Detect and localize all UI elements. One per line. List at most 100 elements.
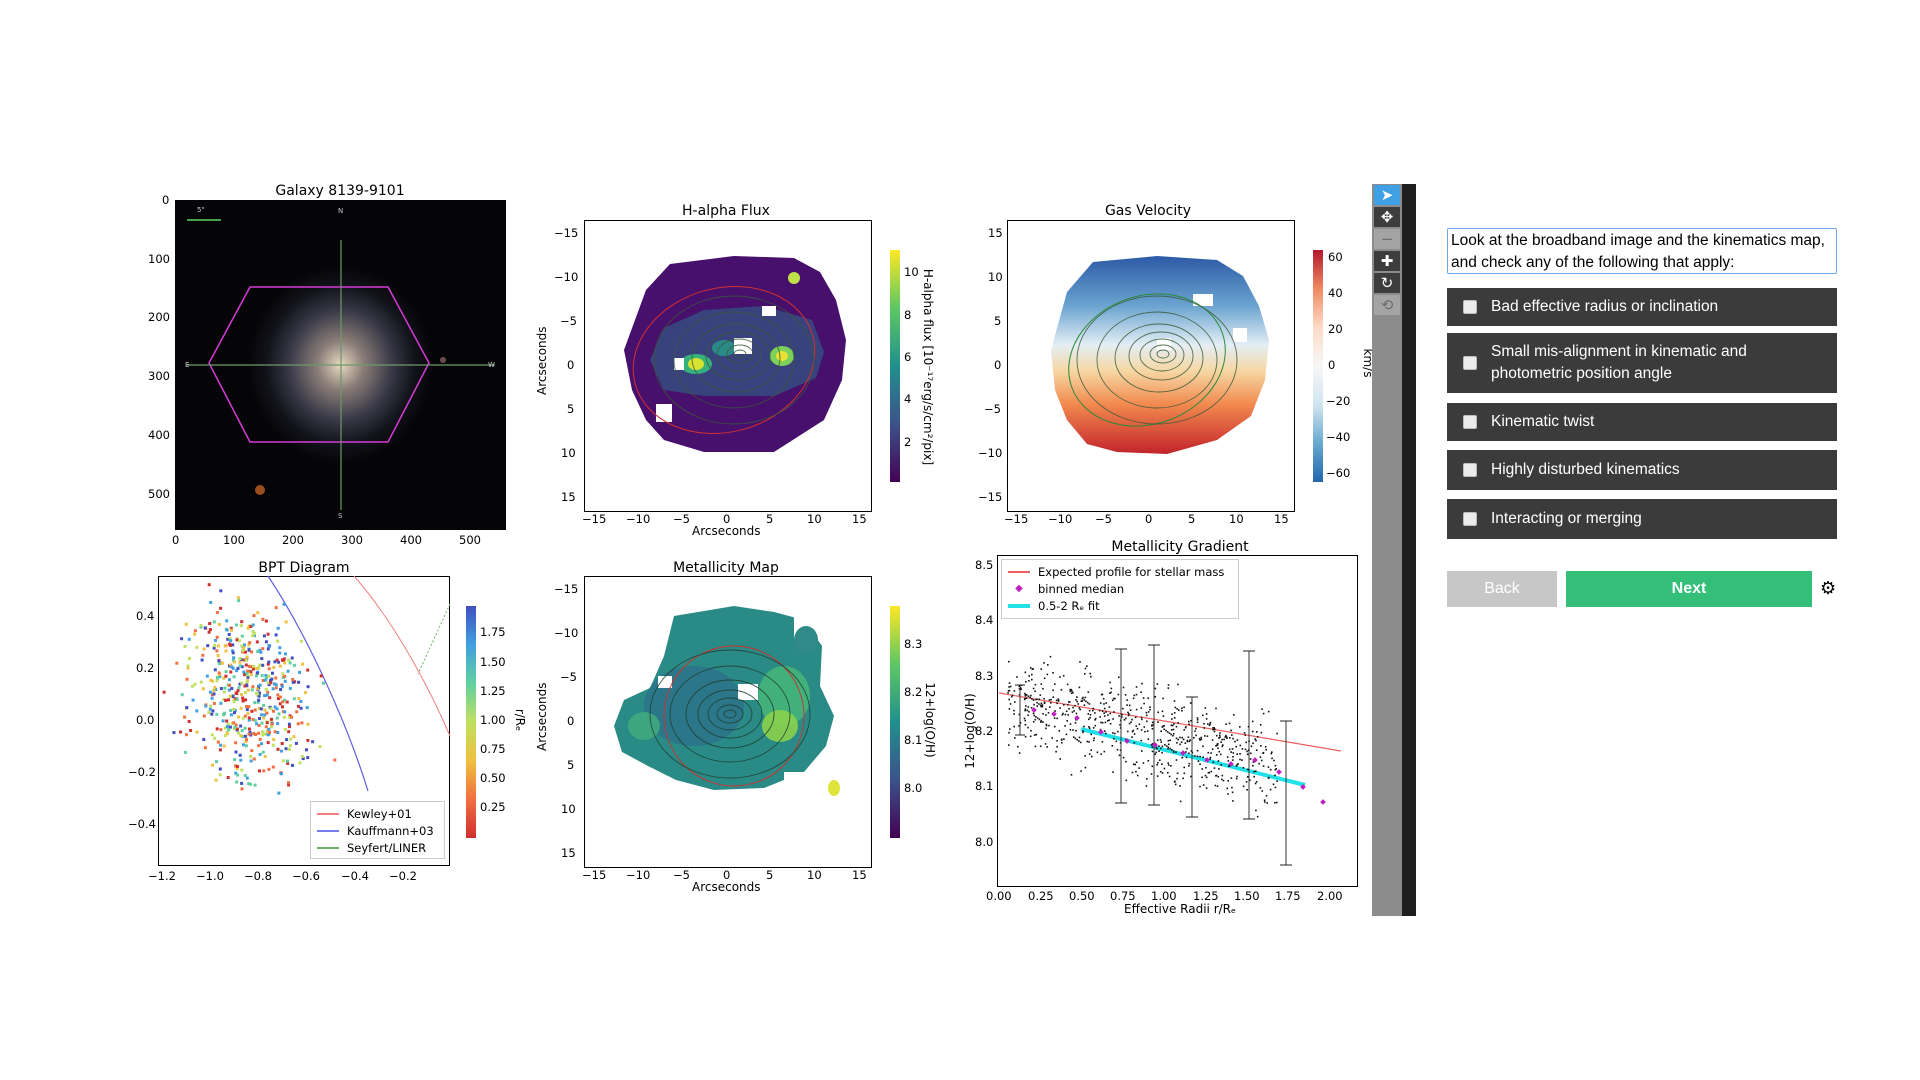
bpt-point — [258, 717, 261, 720]
gradient-point — [1089, 713, 1092, 716]
galaxy-ytick: 0 — [162, 193, 170, 207]
bpt-point — [278, 695, 282, 699]
rotate-icon[interactable]: ↻ — [1374, 273, 1400, 293]
gradient-point — [1093, 737, 1095, 739]
bpt-point — [216, 644, 220, 648]
gradient-point — [1080, 770, 1082, 772]
bpt-point — [252, 757, 256, 761]
gradient-point — [1107, 720, 1109, 722]
gradient-point — [1159, 759, 1161, 761]
bpt-point — [208, 707, 212, 711]
pointer-tool-icon[interactable]: ➤ — [1374, 185, 1400, 205]
bpt-point — [301, 757, 305, 761]
checkbox[interactable] — [1463, 463, 1477, 477]
bpt-point — [266, 690, 270, 694]
bpt-point — [229, 663, 233, 667]
checkbox[interactable] — [1463, 512, 1477, 526]
gradient-point — [1186, 740, 1189, 743]
gear-icon[interactable]: ⚙ — [1820, 578, 1837, 599]
metallicity-xtick: 5 — [766, 868, 774, 882]
bpt-point — [277, 660, 281, 664]
gradient-point — [1216, 734, 1218, 737]
next-button[interactable]: Next — [1566, 571, 1812, 607]
option-kinematic-twist[interactable]: Kinematic twist — [1447, 403, 1837, 441]
bpt-point — [221, 719, 225, 723]
zoom-in-icon[interactable]: ✚ — [1374, 251, 1400, 271]
gradient-point — [1078, 707, 1081, 709]
gradient-point — [1061, 714, 1064, 716]
gradient-point — [1068, 701, 1071, 703]
gradient-point — [1265, 795, 1268, 797]
gradient-point — [1096, 751, 1099, 754]
bpt-point — [261, 750, 265, 754]
option-bad-effective-radius[interactable]: Bad effective radius or inclination — [1447, 288, 1837, 326]
gradient-point — [1225, 736, 1228, 738]
bpt-point — [203, 746, 207, 750]
bpt-point — [235, 697, 239, 701]
gradient-point — [1182, 777, 1184, 780]
bpt-point — [210, 696, 214, 700]
gradient-point — [1230, 777, 1233, 779]
bpt-point — [179, 730, 182, 734]
gradient-point — [1205, 766, 1207, 769]
reset-icon[interactable]: ⟲ — [1374, 295, 1400, 315]
gradient-point — [1065, 733, 1068, 736]
bpt-point — [288, 725, 291, 729]
gradient-point — [1068, 701, 1070, 703]
gradient-point — [1246, 768, 1249, 771]
bpt-point — [248, 641, 252, 645]
gradient-point — [1171, 724, 1174, 727]
bpt-point — [260, 742, 264, 746]
bpt-point — [253, 708, 257, 712]
galaxy-xtick: 0 — [172, 533, 180, 547]
metallicity-cbar-tick: 8.1 — [904, 733, 923, 747]
bpt-point — [240, 620, 244, 624]
bpt-point — [267, 727, 271, 731]
gradient-xlabel: Effective Radii r/Rₑ — [1124, 902, 1237, 916]
bpt-point — [215, 649, 219, 653]
gradient-point — [1089, 716, 1091, 719]
bpt-point — [251, 623, 255, 627]
bpt-point — [295, 710, 299, 714]
checkbox[interactable] — [1463, 415, 1477, 429]
gradient-point — [1047, 664, 1049, 666]
bpt-point — [267, 674, 271, 678]
bpt-point — [215, 679, 219, 683]
bpt-point — [229, 670, 233, 674]
gradient-point — [1255, 749, 1258, 751]
option-highly-disturbed[interactable]: Highly disturbed kinematics — [1447, 450, 1837, 490]
gradient-point — [1024, 694, 1027, 696]
gradient-point — [1079, 708, 1081, 711]
bpt-point — [272, 738, 276, 741]
gradient-point — [1027, 714, 1029, 716]
gradient-point — [1189, 702, 1192, 704]
bpt-point — [219, 606, 223, 610]
back-button[interactable]: Back — [1447, 571, 1557, 607]
bpt-point — [284, 652, 287, 656]
halpha-cbar-label: H-alpha flux [10⁻¹⁷erg/s/cm²/pix] — [921, 268, 935, 466]
bpt-point — [230, 665, 234, 669]
gradient-point — [1220, 741, 1222, 743]
gradient-point — [1036, 701, 1038, 704]
gradient-point — [1100, 753, 1102, 755]
bpt-point — [233, 711, 236, 715]
pan-tool-icon[interactable]: ✥ — [1374, 207, 1400, 227]
checkbox[interactable] — [1463, 356, 1477, 370]
gradient-point — [1221, 745, 1224, 748]
bpt-xtick: −1.0 — [196, 869, 224, 883]
bpt-point — [265, 729, 269, 733]
gradient-xtick: 2.00 — [1317, 889, 1343, 903]
gradient-point — [1069, 690, 1072, 693]
option-small-misalignment[interactable]: Small mis-alignment in kinematic and pho… — [1447, 333, 1837, 393]
zoom-out-icon[interactable]: − — [1374, 229, 1400, 249]
gradient-point — [1179, 743, 1181, 746]
gradient-point — [1151, 724, 1153, 726]
bpt-point — [242, 670, 246, 674]
gradient-point — [1055, 750, 1057, 753]
gradient-point — [1027, 706, 1030, 708]
bpt-point — [238, 657, 242, 661]
gradient-point — [1071, 711, 1074, 713]
gradient-point — [1088, 727, 1091, 730]
option-interacting-merging[interactable]: Interacting or merging — [1447, 499, 1837, 539]
checkbox[interactable] — [1463, 300, 1477, 314]
